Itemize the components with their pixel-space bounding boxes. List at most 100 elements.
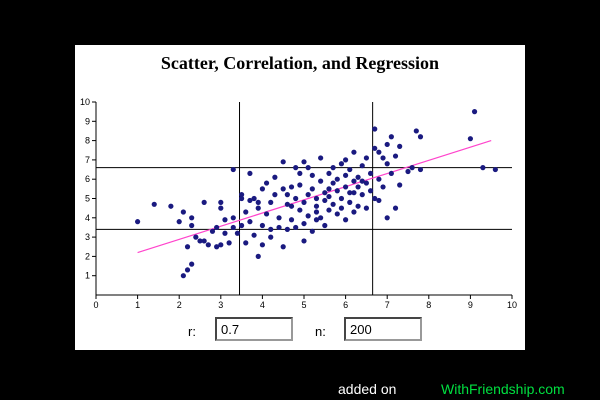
x-tick-label: 6 (343, 300, 348, 310)
data-point (367, 170, 374, 177)
y-tick-label: 3 (85, 232, 90, 242)
data-point (288, 184, 295, 190)
data-point (218, 199, 224, 205)
data-point (214, 224, 220, 231)
r-input[interactable] (215, 317, 293, 341)
data-point (359, 192, 365, 198)
n-input[interactable] (344, 317, 422, 341)
y-tick-label: 10 (80, 97, 90, 107)
x-tick-label: 9 (468, 300, 473, 310)
data-point (409, 165, 415, 171)
data-point (351, 209, 357, 215)
data-point (338, 195, 345, 202)
data-point (384, 141, 390, 148)
data-point (222, 217, 228, 223)
data-point (301, 199, 307, 205)
data-point (355, 184, 361, 190)
data-point (259, 222, 265, 229)
data-point (280, 159, 286, 165)
y-tick-label: 8 (85, 136, 90, 146)
data-point (343, 184, 349, 190)
data-point (272, 192, 278, 198)
y-tick-label: 4 (85, 213, 90, 223)
data-point (193, 234, 199, 240)
data-point (305, 192, 311, 198)
credit-prefix: added on (338, 381, 397, 397)
data-point (255, 205, 261, 211)
data-point (480, 165, 486, 171)
data-point (417, 166, 424, 173)
data-point (467, 136, 473, 142)
x-tick-label: 1 (135, 300, 140, 310)
data-point (313, 217, 320, 223)
data-point (471, 109, 478, 115)
data-point (388, 170, 394, 177)
data-point (359, 178, 365, 184)
data-point (351, 178, 357, 184)
data-point (305, 213, 311, 219)
data-point (243, 209, 249, 215)
data-point (347, 190, 353, 196)
data-point (305, 165, 311, 171)
data-point (313, 195, 320, 202)
data-point (247, 170, 253, 177)
data-point (201, 238, 207, 244)
data-point (268, 226, 274, 232)
data-point (259, 186, 265, 192)
data-point (239, 195, 245, 202)
data-point (318, 155, 324, 161)
data-point (301, 238, 307, 244)
data-point (234, 230, 241, 236)
data-point (288, 217, 295, 223)
data-point (376, 197, 382, 204)
data-point (189, 222, 195, 229)
data-point (376, 149, 382, 155)
data-point (226, 240, 232, 246)
x-tick-label: 0 (93, 300, 98, 310)
data-point (384, 215, 390, 221)
chart-panel: Scatter, Correlation, and Regression 0 1 2… (75, 45, 525, 350)
data-point (259, 242, 265, 248)
data-point (363, 205, 369, 211)
data-point (363, 180, 369, 186)
data-point (313, 209, 320, 215)
data-point (347, 166, 353, 173)
data-point (343, 172, 349, 178)
data-point (417, 134, 424, 140)
data-point (230, 166, 236, 173)
data-point (263, 211, 270, 217)
data-point (384, 161, 390, 167)
data-point (334, 188, 340, 194)
data-point (372, 195, 378, 202)
y-tick-label: 9 (85, 116, 90, 126)
data-point (351, 190, 357, 196)
x-tick-label: 8 (426, 300, 431, 310)
data-point (247, 197, 253, 204)
data-point (184, 267, 191, 273)
data-point (326, 207, 332, 213)
data-point (180, 209, 186, 215)
data-point (251, 195, 257, 202)
chart-title: Scatter, Correlation, and Regression (160, 53, 440, 73)
data-point (288, 203, 295, 209)
data-point (197, 238, 203, 244)
data-point (297, 182, 303, 188)
data-point (326, 170, 332, 177)
credit-site-link[interactable]: WithFriendship.com (441, 381, 565, 397)
data-point (388, 134, 394, 140)
data-point (284, 201, 290, 207)
r-label: r: (188, 324, 196, 339)
data-point (322, 197, 328, 204)
data-point (380, 184, 386, 190)
data-point (280, 186, 286, 192)
x-tick-label: 5 (301, 300, 306, 310)
data-point (180, 273, 186, 279)
data-point (297, 207, 303, 213)
data-point (218, 242, 224, 248)
data-point (297, 170, 303, 177)
data-point (230, 224, 236, 231)
data-point (176, 219, 182, 225)
data-point (343, 157, 349, 163)
data-point (230, 215, 236, 221)
scatter-plot: 0 1 2 3 4 5 6 7 8 9 10 1 2 3 4 5 6 7 8 9 10 (80, 97, 517, 310)
